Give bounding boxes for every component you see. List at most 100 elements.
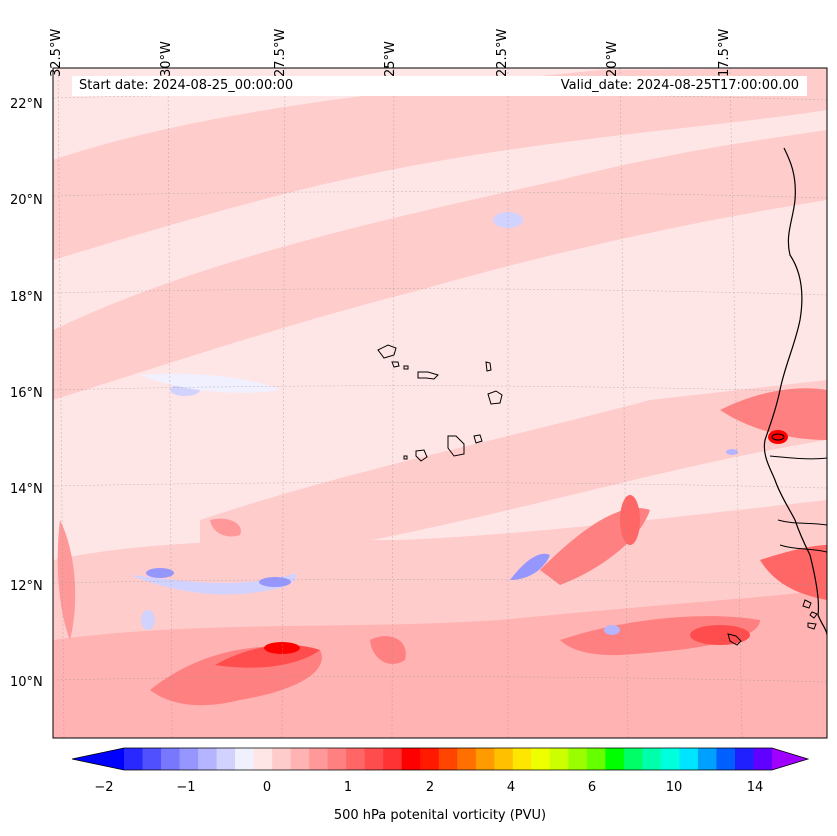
colorbar-tick: 6 xyxy=(587,780,597,795)
africa-coastline xyxy=(763,147,827,636)
island-brava xyxy=(403,455,408,460)
colorbar-tick: 10 xyxy=(665,780,683,795)
colorbar-segment xyxy=(179,748,199,770)
colorbar-segment xyxy=(568,748,588,770)
colorbar-outline xyxy=(71,747,810,771)
colorbar-segment xyxy=(623,748,643,770)
colorbar-segment xyxy=(586,748,606,770)
pv-core xyxy=(57,520,76,640)
colorbar-segment xyxy=(198,748,218,770)
colorbar-segment xyxy=(642,748,662,770)
colorbar-segment xyxy=(457,748,477,770)
colorbar xyxy=(71,747,810,771)
colorbar-segment xyxy=(512,748,532,770)
colorbar-tick: 1 xyxy=(343,780,353,795)
pv-core xyxy=(620,495,640,545)
colorbar-label: 500 hPa potenital vorticity (PVU) xyxy=(333,808,547,823)
lon-label: 32.5°W xyxy=(49,28,64,77)
colorbar-segment xyxy=(253,748,273,770)
pv-negative xyxy=(141,610,155,630)
colorbar-segment xyxy=(142,748,162,770)
colorbar-segment xyxy=(679,748,699,770)
colorbar-segment xyxy=(401,748,421,770)
lat-label: 16°N xyxy=(10,386,43,401)
colorbar-segment xyxy=(216,748,236,770)
island-santiago xyxy=(447,435,465,457)
pv-negative xyxy=(140,373,280,393)
colorbar-segment xyxy=(290,748,310,770)
lat-label: 20°N xyxy=(10,193,43,208)
senegal-river-coast xyxy=(769,455,827,460)
pv-negative xyxy=(510,553,550,580)
lon-label: 17.5°W xyxy=(717,28,732,77)
pv-core xyxy=(690,625,750,645)
colorbar-segment xyxy=(549,748,569,770)
colorbar-segment xyxy=(716,748,736,770)
lon-label: 20°W xyxy=(605,41,620,77)
colorbar-tick: 14 xyxy=(746,780,764,795)
colorbar-segment xyxy=(420,748,440,770)
start-date-label: Start date: 2024-08-25_00:00:00 xyxy=(79,78,294,93)
lon-label: 30°W xyxy=(159,41,174,77)
cape-verde-dakar xyxy=(771,433,785,441)
colorbar-segment xyxy=(734,748,754,770)
map-frame xyxy=(52,67,828,739)
colorbar-segment xyxy=(697,748,717,770)
lon-label: 27.5°W xyxy=(273,28,288,77)
gridlines xyxy=(53,68,827,738)
island-maio xyxy=(473,434,483,444)
colorbar-segment xyxy=(438,748,458,770)
pv-core xyxy=(370,636,406,664)
date-header: Start date: 2024-08-25_00:00:00 Valid_da… xyxy=(72,76,807,96)
colorbar-segment xyxy=(309,748,329,770)
pv-band xyxy=(200,380,827,560)
island-boa-vista xyxy=(487,390,503,405)
colorbar-tick: 4 xyxy=(506,780,516,795)
lat-label: 22°N xyxy=(10,97,43,112)
colorbar-segment xyxy=(161,748,181,770)
colorbar-segment xyxy=(364,748,384,770)
island-fogo xyxy=(415,449,428,462)
gambia-coast xyxy=(777,519,827,526)
lat-label: 10°N xyxy=(10,675,43,690)
colorbar-segment xyxy=(383,748,403,770)
island-sao-nicolau xyxy=(417,371,439,380)
colorbar-tick: 2 xyxy=(425,780,435,795)
lat-label: 18°N xyxy=(10,290,43,305)
sierra-leone-coast xyxy=(727,633,742,646)
colorbar-segment xyxy=(531,748,551,770)
pv-core xyxy=(760,545,827,600)
colorbar-segment xyxy=(660,748,680,770)
pv-negative xyxy=(604,625,620,635)
colorbar-tick: −2 xyxy=(94,780,114,795)
pv-negative xyxy=(146,568,174,578)
pv-negative xyxy=(726,449,738,455)
colorbar-segment xyxy=(327,748,347,770)
colorbar-tick: 0 xyxy=(262,780,272,795)
colorbar-segment xyxy=(124,748,144,770)
island-sal xyxy=(485,361,492,372)
colorbar-extend-max xyxy=(772,748,808,770)
colorbar-segment xyxy=(346,748,366,770)
colorbar-extend-min xyxy=(72,748,124,770)
lat-label: 14°N xyxy=(10,482,43,497)
bissagos-islands xyxy=(802,599,818,630)
island-sao-vicente xyxy=(391,361,400,368)
pv-core xyxy=(768,430,788,444)
colorbar-segment xyxy=(494,748,514,770)
colorbar-segment xyxy=(475,748,495,770)
pv-core xyxy=(210,518,241,537)
pv-band xyxy=(53,130,827,400)
lon-label: 25°W xyxy=(383,41,398,77)
colorbar-segment xyxy=(753,748,773,770)
pv-negative xyxy=(130,573,297,595)
pv-core xyxy=(264,642,300,654)
pv-band xyxy=(53,68,827,260)
lon-label: 22.5°W xyxy=(495,28,510,77)
lat-label: 12°N xyxy=(10,579,43,594)
island-santo-antao xyxy=(377,344,397,359)
colorbar-segment xyxy=(605,748,625,770)
island-santa-luzia xyxy=(403,365,409,370)
valid-date-label: Valid_date: 2024-08-25T17:00:00.00 xyxy=(560,78,799,93)
